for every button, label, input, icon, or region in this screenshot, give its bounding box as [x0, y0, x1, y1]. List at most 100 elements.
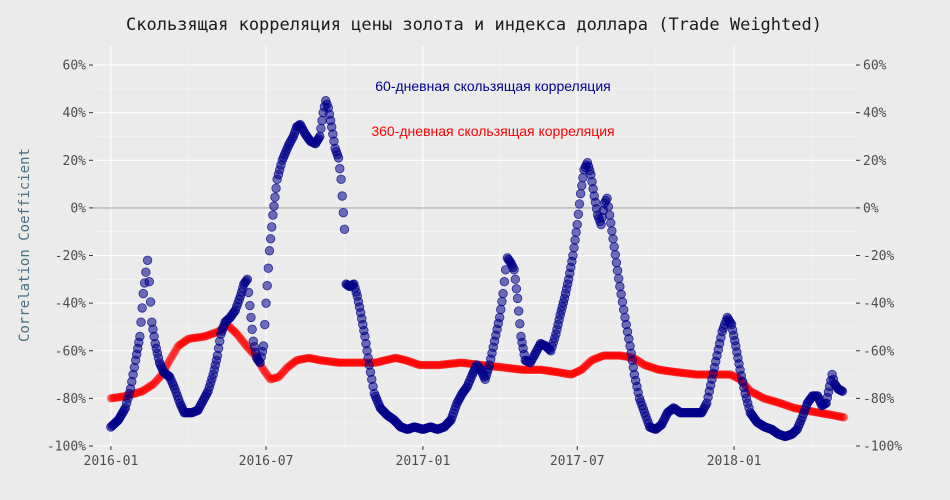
series-360-point	[561, 369, 571, 378]
series-360-point	[682, 369, 692, 378]
series-360-point	[700, 370, 709, 379]
series-360-point	[656, 365, 665, 375]
series-360-point	[567, 370, 576, 379]
series-360-point	[459, 358, 469, 368]
series-360-point	[834, 412, 843, 421]
series-360-point	[583, 359, 593, 369]
series-60-point	[510, 274, 520, 285]
series-360-point	[232, 329, 242, 339]
series-360-point	[464, 359, 473, 368]
series-360-point	[186, 334, 196, 343]
series-360-point	[562, 369, 572, 379]
series-360-point	[284, 362, 293, 371]
series-60-point	[577, 180, 587, 191]
series-360-point	[189, 333, 199, 343]
series-360-point	[595, 352, 604, 362]
series-60-point	[138, 288, 148, 299]
series-360-point	[407, 357, 416, 367]
series-360-point	[759, 394, 769, 403]
series-360-point	[311, 355, 320, 364]
series-60-point	[617, 297, 628, 307]
series-360-point	[188, 334, 197, 343]
series-360-point	[287, 360, 296, 369]
series-360-point	[169, 348, 179, 358]
series-360-point	[346, 358, 356, 367]
y-tick-label-left: 40%	[63, 106, 87, 121]
series-360-point	[812, 408, 822, 417]
series-360-point	[388, 354, 398, 363]
series-360-point	[754, 391, 763, 400]
series-60-point	[145, 297, 156, 307]
series-360-point	[618, 351, 627, 361]
series-360-point	[826, 410, 835, 420]
series-360-point	[113, 393, 122, 402]
series-360-point	[673, 368, 682, 377]
series-360-point	[116, 392, 125, 402]
series-60-point	[247, 324, 257, 335]
series-360-point	[587, 356, 596, 365]
series-360-point	[514, 365, 523, 374]
series-60-point	[137, 303, 147, 313]
series-360-point	[305, 353, 315, 363]
series-60-point	[260, 319, 270, 330]
series-360-point	[646, 363, 656, 372]
series-360-point	[303, 353, 312, 363]
series-360-point	[814, 408, 823, 417]
series-360-point	[541, 366, 550, 375]
series-360-point	[193, 333, 203, 342]
series-60-point	[568, 250, 578, 261]
series-360-point	[500, 363, 509, 372]
series-360-point	[678, 368, 688, 378]
series-360-point	[458, 358, 467, 368]
series-360-point	[790, 403, 800, 413]
series-60-point	[337, 191, 347, 201]
series-360-point	[592, 353, 602, 363]
series-360-point	[569, 369, 579, 378]
series-360-point	[437, 360, 447, 369]
series-60-point	[614, 273, 624, 284]
series-360-point	[401, 356, 411, 365]
series-360-point	[526, 365, 535, 375]
series-360-point	[357, 358, 367, 367]
series-60-point	[144, 277, 154, 287]
series-360-point	[278, 367, 288, 377]
series-360-point	[371, 358, 381, 367]
series-360-point	[818, 409, 827, 418]
series-360-point	[238, 336, 247, 346]
series-360-point	[519, 365, 529, 375]
series-360-point	[546, 366, 556, 376]
series-360-point	[273, 373, 282, 382]
series-360-point	[152, 376, 161, 386]
series-360-point	[262, 369, 271, 378]
series-360-point	[147, 380, 157, 390]
series-360-point	[830, 411, 839, 420]
series-360-point	[670, 367, 680, 377]
series-60-point	[265, 234, 276, 244]
series-360-point	[831, 411, 841, 421]
series-360-point	[553, 367, 562, 377]
series-360-point	[260, 367, 270, 376]
series-360-point	[518, 365, 527, 375]
series-360-point	[405, 357, 415, 366]
series-360-point	[135, 387, 144, 397]
series-360-point	[285, 361, 295, 370]
series-360-point	[727, 371, 737, 380]
series-360-point	[766, 396, 775, 405]
series-360-point	[446, 359, 455, 369]
series-60-point	[270, 192, 280, 202]
series-360-point	[503, 363, 512, 373]
series-360-point	[837, 412, 846, 422]
series-60-day	[106, 96, 848, 442]
series-360-point	[141, 385, 150, 394]
series-360-point	[452, 358, 462, 368]
series-360-point	[277, 369, 286, 378]
series-360-point	[420, 360, 430, 370]
series-360-point	[356, 358, 365, 367]
series-360-point	[521, 365, 530, 375]
series-60-point	[142, 255, 153, 265]
series-360-point	[751, 389, 760, 399]
x-tick-label: 2018-01	[707, 454, 762, 469]
y-axis-right: 60% 40% 20% 0% -20% -40% -60% -80% -100%	[856, 59, 902, 455]
series-360-point	[276, 371, 285, 380]
x-tick-label: 2017-01	[396, 454, 451, 469]
